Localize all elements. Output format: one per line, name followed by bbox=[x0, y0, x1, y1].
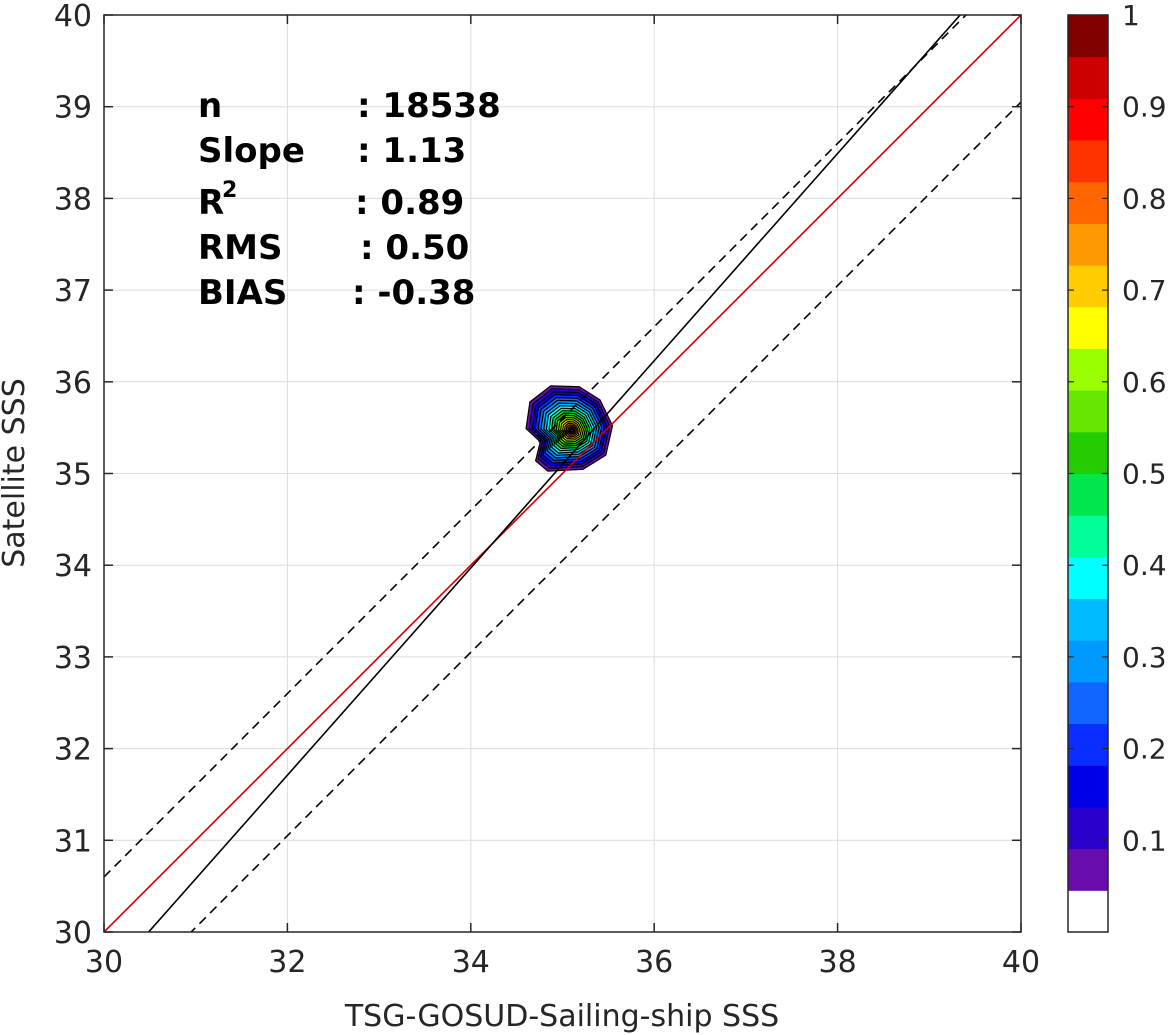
colorbar-tick-label: 0.5 bbox=[1122, 458, 1167, 491]
y-tick-label: 31 bbox=[54, 824, 92, 859]
stat-n-value: : 18538 bbox=[357, 86, 501, 126]
y-tick-label: 39 bbox=[54, 91, 92, 126]
stat-slope-label: Slope bbox=[198, 131, 305, 171]
colorbar-segment bbox=[1068, 306, 1108, 349]
x-tick-label: 38 bbox=[819, 945, 857, 980]
colorbar-segment bbox=[1068, 98, 1108, 141]
y-tick-label: 34 bbox=[54, 549, 92, 584]
colorbar-tick-label: 0.3 bbox=[1122, 641, 1167, 674]
fit-line bbox=[147, 15, 962, 932]
identity-line bbox=[104, 15, 1021, 932]
colorbar-segment bbox=[1068, 765, 1108, 808]
stat-n-label: n bbox=[198, 86, 222, 126]
x-tick-label: 32 bbox=[268, 945, 306, 980]
x-tick-label: 36 bbox=[635, 945, 673, 980]
colorbar-segment bbox=[1068, 15, 1108, 58]
grid bbox=[103, 14, 1022, 933]
colorbar-segment bbox=[1068, 723, 1108, 766]
colorbar: 0.1 0.2 0.3 0.4 0.5 0.6 0.7 0.8 0.9 1 bbox=[1067, 0, 1167, 933]
colorbar-tick-label: 0.9 bbox=[1122, 91, 1167, 124]
colorbar-segment bbox=[1068, 890, 1108, 933]
y-tick-label: 30 bbox=[54, 916, 92, 951]
fit-plus-rms-line bbox=[104, 15, 968, 878]
density-contour-level bbox=[569, 428, 574, 433]
stat-rms-label: RMS bbox=[198, 228, 283, 268]
colorbar-tick-label: 0.1 bbox=[1122, 824, 1167, 857]
density-contours bbox=[525, 385, 614, 472]
y-tick-label: 35 bbox=[54, 458, 92, 493]
fit-minus-rms-line bbox=[189, 101, 1021, 932]
stat-slope-value: : 1.13 bbox=[357, 131, 466, 171]
x-tick-label: 40 bbox=[1002, 945, 1040, 980]
colorbar-segment bbox=[1068, 640, 1108, 683]
y-tick-label: 38 bbox=[54, 182, 92, 217]
y-tick-label: 37 bbox=[54, 274, 92, 309]
colorbar-segment bbox=[1068, 473, 1108, 516]
x-tick-label: 30 bbox=[85, 945, 123, 980]
colorbar-tick-label: 0.8 bbox=[1122, 182, 1167, 215]
y-tick-label: 36 bbox=[54, 366, 92, 401]
colorbar-segment bbox=[1068, 265, 1108, 308]
x-tick-label: 34 bbox=[452, 945, 490, 980]
colorbar-tick-label: 0.6 bbox=[1122, 366, 1167, 399]
stat-r2-label: R bbox=[198, 183, 224, 223]
stat-bias-value: : -0.38 bbox=[352, 273, 475, 313]
colorbar-segment bbox=[1068, 390, 1108, 433]
axis-ticks: 30 32 34 36 38 40 30 31 32 33 34 35 36 37 38 39 40 bbox=[54, 0, 1040, 980]
stats-box: n : 18538 Slope : 1.13 R 2 : 0.89 RMS : … bbox=[198, 86, 501, 313]
colorbar-tick-label: 0.4 bbox=[1122, 549, 1167, 582]
colorbar-segment bbox=[1068, 348, 1108, 391]
y-tick-label: 33 bbox=[54, 641, 92, 676]
colorbar-segment bbox=[1068, 556, 1108, 600]
colorbar-segment bbox=[1068, 431, 1108, 474]
colorbar-segment bbox=[1068, 515, 1108, 558]
colorbar-tick-label: 1 bbox=[1122, 0, 1140, 32]
y-axis-title: Satellite SSS bbox=[0, 378, 32, 568]
colorbar-tick-label: 0.7 bbox=[1122, 274, 1167, 307]
colorbar-segment bbox=[1068, 806, 1108, 850]
colorbar-tick-label: 0.2 bbox=[1122, 733, 1167, 766]
stat-bias-label: BIAS bbox=[198, 273, 287, 313]
y-tick-label: 32 bbox=[54, 733, 92, 768]
colorbar-segment bbox=[1068, 681, 1108, 725]
stat-r2-value: : 0.89 bbox=[355, 183, 464, 223]
colorbar-segment bbox=[1068, 181, 1108, 224]
reference-lines bbox=[104, 15, 1021, 932]
colorbar-segment bbox=[1068, 140, 1108, 183]
y-tick-label: 40 bbox=[54, 0, 92, 34]
colorbar-segment bbox=[1068, 56, 1108, 99]
stat-rms-value: : 0.50 bbox=[360, 228, 469, 268]
stat-r2-sup: 2 bbox=[222, 178, 237, 203]
colorbar-segment bbox=[1068, 598, 1108, 641]
colorbar-segment bbox=[1068, 848, 1108, 891]
x-axis-title: TSG-GOSUD-Sailing-ship SSS bbox=[344, 999, 779, 1034]
colorbar-segment bbox=[1068, 223, 1108, 266]
